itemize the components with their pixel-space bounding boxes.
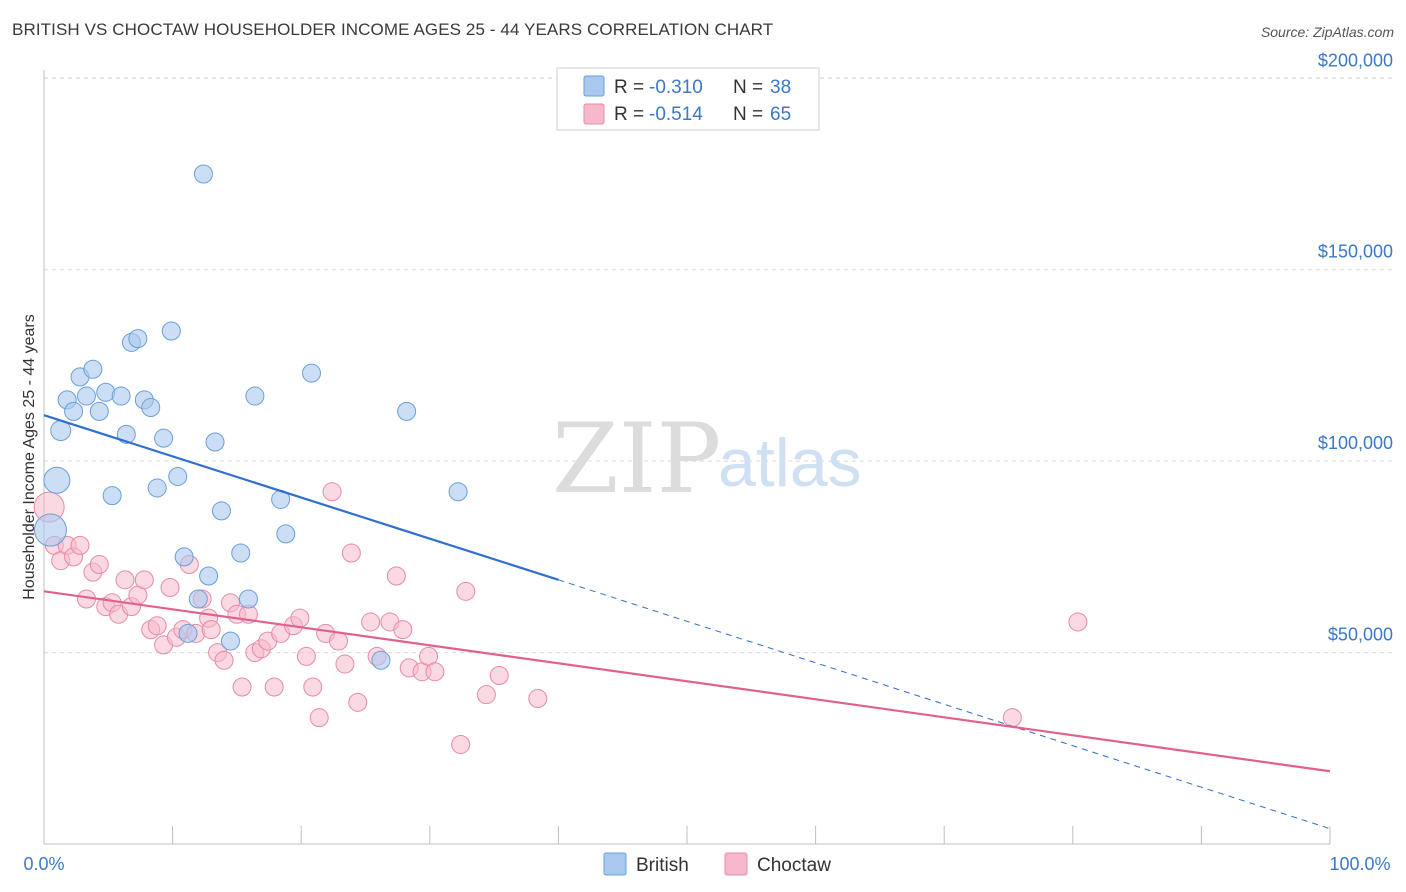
y-tick-label: $150,000 (1318, 242, 1393, 262)
choctaw-point (303, 677, 323, 697)
british-trend-extension (558, 579, 1331, 830)
british-point (231, 543, 251, 563)
stats-legend: R = -0.310 N = 38 R = -0.514 N = 65 (556, 67, 820, 131)
british-point (188, 589, 208, 609)
choctaw-point (201, 620, 221, 640)
british-point (141, 398, 161, 418)
british-point (193, 164, 213, 184)
choctaw-point (70, 535, 90, 555)
choctaw-point (451, 734, 471, 754)
british-point (174, 547, 194, 567)
choctaw-point (341, 543, 361, 563)
y-tick-label: $50,000 (1328, 625, 1393, 645)
legend-choctaw-r-value: -0.514 (649, 104, 703, 125)
british-point (43, 466, 71, 494)
choctaw-point (89, 555, 109, 575)
y-tick-labels: $50,000 $100,000 $150,000 $200,000 (1318, 50, 1393, 644)
british-point (371, 650, 391, 670)
choctaw-points (33, 482, 1088, 754)
watermark-atlas: atlas (718, 425, 862, 501)
british-points (33, 164, 468, 670)
choctaw-point (386, 566, 406, 586)
legend-british-n-value: 38 (770, 77, 791, 98)
legend-swatch-choctaw (583, 103, 605, 125)
choctaw-point (476, 685, 496, 705)
british-point (205, 432, 225, 452)
british-point (128, 329, 148, 349)
british-point (89, 401, 109, 421)
british-point (211, 501, 231, 521)
british-point (301, 363, 321, 383)
choctaw-point (489, 666, 509, 686)
british-point (33, 513, 67, 547)
british-point (102, 486, 122, 506)
chart-title: BRITISH VS CHOCTAW HOUSEHOLDER INCOME AG… (12, 20, 774, 39)
choctaw-trend-line (43, 590, 1331, 773)
choctaw-point (1002, 708, 1022, 728)
y-tick-label: $100,000 (1318, 433, 1393, 453)
bottom-legend-british: British (636, 855, 689, 876)
choctaw-point (528, 689, 548, 709)
legend-british-n-label: N = (733, 77, 763, 98)
x-axis-ticks (43, 826, 1331, 844)
choctaw-point (1068, 612, 1088, 632)
choctaw-point (309, 708, 329, 728)
source-credit: Source: ZipAtlas.com (1260, 24, 1394, 40)
choctaw-point (147, 616, 167, 636)
choctaw-point (232, 677, 252, 697)
choctaw-point (335, 654, 355, 674)
legend-choctaw-n-label: N = (733, 104, 763, 125)
series-legend: British Choctaw (603, 852, 831, 876)
british-point (154, 428, 174, 448)
choctaw-point (296, 646, 316, 666)
british-point (397, 401, 417, 421)
british-point (238, 589, 258, 609)
choctaw-point (425, 662, 445, 682)
choctaw-point (348, 692, 368, 712)
british-point (116, 424, 136, 444)
british-point (199, 566, 219, 586)
bottom-legend-choctaw: Choctaw (757, 855, 831, 876)
legend-swatch-british (583, 75, 605, 97)
british-point (448, 482, 468, 502)
british-point (161, 321, 181, 341)
british-point (178, 623, 198, 643)
british-point (220, 631, 240, 651)
x-tick-label-100: 100.0% (1329, 854, 1390, 874)
choctaw-point (214, 650, 234, 670)
british-point (83, 359, 103, 379)
legend-choctaw-r-label: R = (614, 104, 644, 125)
british-point (64, 401, 84, 421)
choctaw-point (393, 620, 413, 640)
british-point (147, 478, 167, 498)
british-point (276, 524, 296, 544)
y-axis-label: Householder Income Ages 25 - 44 years (21, 314, 38, 600)
legend-british-r-label: R = (614, 77, 644, 98)
bottom-legend-swatch-british (603, 852, 627, 876)
choctaw-point (264, 677, 284, 697)
x-tick-label-0: 0.0% (23, 854, 64, 874)
choctaw-point (134, 570, 154, 590)
bottom-legend-swatch-choctaw (724, 852, 748, 876)
choctaw-point (160, 577, 180, 597)
gridlines (44, 77, 1395, 654)
choctaw-point (328, 631, 348, 651)
british-point (76, 386, 96, 406)
choctaw-point (322, 482, 342, 502)
choctaw-point (456, 581, 476, 601)
watermark: ZIP atlas (552, 403, 862, 515)
y-tick-label: $200,000 (1318, 50, 1393, 70)
legend-choctaw-n-value: 65 (770, 104, 791, 125)
choctaw-point (290, 608, 310, 628)
choctaw-point (115, 570, 135, 590)
choctaw-point (361, 612, 381, 632)
british-trend-line (43, 414, 559, 581)
watermark-zip: ZIP (552, 403, 721, 515)
legend-british-r-value: -0.310 (649, 77, 703, 98)
british-point (111, 386, 131, 406)
british-point (245, 386, 265, 406)
british-point (168, 466, 188, 486)
trend-lines (43, 414, 1331, 830)
